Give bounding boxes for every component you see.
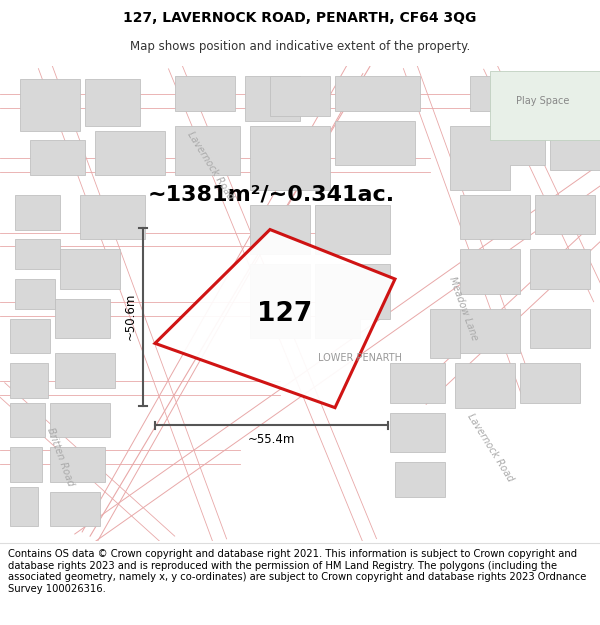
Polygon shape <box>390 412 445 452</box>
Polygon shape <box>450 126 545 190</box>
Text: ~50.6m: ~50.6m <box>124 293 137 340</box>
Polygon shape <box>55 299 110 338</box>
Polygon shape <box>315 205 390 254</box>
Polygon shape <box>15 239 60 269</box>
Polygon shape <box>10 448 42 482</box>
Polygon shape <box>15 195 60 229</box>
Text: Play Space: Play Space <box>517 96 569 106</box>
Polygon shape <box>530 309 590 348</box>
Polygon shape <box>175 76 235 111</box>
Polygon shape <box>50 492 100 526</box>
Polygon shape <box>50 448 105 482</box>
Polygon shape <box>50 402 110 437</box>
Text: 127, LAVERNOCK ROAD, PENARTH, CF64 3QG: 127, LAVERNOCK ROAD, PENARTH, CF64 3QG <box>124 11 476 25</box>
Polygon shape <box>15 279 55 309</box>
Text: ~55.4m: ~55.4m <box>248 433 295 446</box>
Polygon shape <box>10 363 48 398</box>
Polygon shape <box>245 76 300 121</box>
Polygon shape <box>460 249 520 294</box>
Polygon shape <box>30 141 85 175</box>
Polygon shape <box>155 229 395 408</box>
Polygon shape <box>520 363 580 403</box>
Polygon shape <box>20 79 80 131</box>
Text: Map shows position and indicative extent of the property.: Map shows position and indicative extent… <box>130 39 470 52</box>
Polygon shape <box>460 309 520 353</box>
Polygon shape <box>530 249 590 289</box>
Polygon shape <box>60 249 120 289</box>
Text: Lavernock Road: Lavernock Road <box>465 411 515 483</box>
Text: Contains OS data © Crown copyright and database right 2021. This information is : Contains OS data © Crown copyright and d… <box>8 549 586 594</box>
Polygon shape <box>250 126 330 190</box>
Polygon shape <box>460 195 530 239</box>
Polygon shape <box>10 402 45 437</box>
Polygon shape <box>250 264 310 338</box>
Polygon shape <box>395 462 445 497</box>
Polygon shape <box>80 195 145 239</box>
Text: LOWER PENARTH: LOWER PENARTH <box>318 353 402 363</box>
Text: 127: 127 <box>257 301 313 327</box>
Polygon shape <box>430 309 460 358</box>
Polygon shape <box>175 126 240 175</box>
Text: Lavernock Road: Lavernock Road <box>185 129 235 201</box>
Polygon shape <box>85 79 140 126</box>
Polygon shape <box>335 76 420 111</box>
Polygon shape <box>470 76 530 111</box>
Polygon shape <box>335 121 415 165</box>
Polygon shape <box>95 131 165 175</box>
Polygon shape <box>315 264 390 338</box>
Polygon shape <box>390 363 445 403</box>
Polygon shape <box>535 76 590 121</box>
Text: ~1381m²/~0.341ac.: ~1381m²/~0.341ac. <box>148 185 395 205</box>
Polygon shape <box>535 195 595 234</box>
Polygon shape <box>55 353 115 388</box>
Polygon shape <box>250 205 310 254</box>
Polygon shape <box>550 131 600 170</box>
Polygon shape <box>455 363 515 408</box>
Polygon shape <box>270 76 330 116</box>
Polygon shape <box>490 71 600 141</box>
Polygon shape <box>10 319 50 353</box>
Text: Britten Road: Britten Road <box>45 426 75 488</box>
Polygon shape <box>10 487 38 526</box>
Text: Meadow Lane: Meadow Lane <box>447 276 479 342</box>
